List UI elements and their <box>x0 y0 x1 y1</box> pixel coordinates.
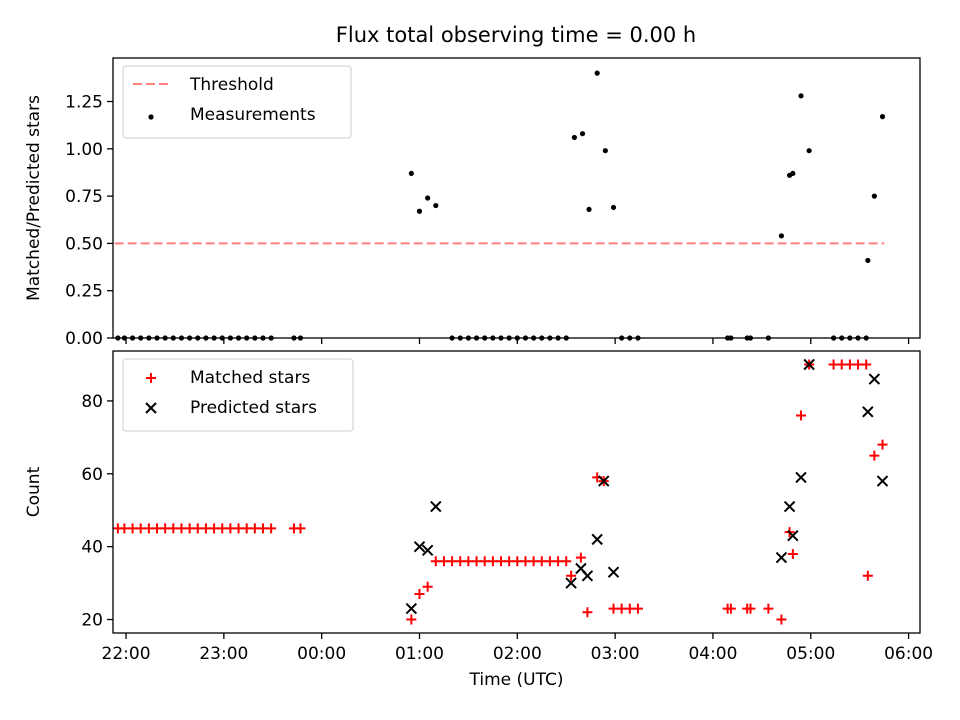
legend-box <box>122 65 352 139</box>
matched-star-point <box>414 589 425 600</box>
y-tick-label: 0.75 <box>65 187 103 207</box>
measurement-point <box>594 70 600 76</box>
x-axis-label: Time (UTC) <box>469 670 564 690</box>
matched-star-point <box>869 450 880 461</box>
matched-star-point <box>561 556 572 567</box>
plot-frame <box>112 350 921 634</box>
legend-predicted-marker <box>145 402 157 414</box>
matched-star-point <box>861 359 872 370</box>
matched-star-point <box>745 603 756 614</box>
x-tick-label: 06:00 <box>884 644 933 664</box>
predicted-star-point <box>795 471 807 484</box>
legend-label: Matched stars <box>190 368 310 388</box>
matched-star-point <box>725 603 736 614</box>
predicted-star-point <box>430 500 442 513</box>
y-tick-label: 20 <box>81 611 103 631</box>
y-tick-label: 40 <box>81 538 103 558</box>
matched-star-point <box>566 570 577 581</box>
chart-title: Flux total observing time = 0.00 h <box>336 23 696 47</box>
y-tick-label: 1.25 <box>65 93 103 113</box>
matched-star-point <box>406 614 417 625</box>
x-tick-label: 22:00 <box>102 644 151 664</box>
matched-star-point <box>776 614 787 625</box>
matched-star-point <box>266 523 277 534</box>
predicted-star-point <box>803 358 815 371</box>
legend-label: Measurements <box>190 105 316 125</box>
measurement-point <box>610 204 617 211</box>
y-tick-label: 1.00 <box>65 140 103 160</box>
predicted-star-point <box>876 475 889 487</box>
predicted-star-point <box>783 500 796 513</box>
measurement-point <box>433 202 439 209</box>
predicted-star-point <box>787 530 799 542</box>
legend: Matched stars Predicted stars <box>122 358 354 432</box>
x-tick-label: 03:00 <box>591 644 640 664</box>
legend-label: Threshold <box>189 75 274 95</box>
y-tick-label: 0.50 <box>65 234 103 254</box>
top-panel: 0.00 0.25 0.50 0.75 1.00 1.25 Matched/Predicte… <box>24 57 921 349</box>
predicted-star-point <box>413 540 426 553</box>
x-tick-label: 04:00 <box>688 644 737 664</box>
measurement-point <box>408 170 414 177</box>
measurement-point <box>571 134 577 141</box>
measurement-point <box>879 114 886 120</box>
measurement-point <box>871 193 877 199</box>
measurement-point <box>806 148 812 154</box>
predicted-star-point <box>591 533 603 546</box>
legend-box <box>122 358 354 432</box>
predicted-star-point <box>598 475 610 487</box>
matched-star-point <box>877 439 888 450</box>
predicted-star-point <box>581 570 594 582</box>
measurement-point <box>798 93 804 99</box>
y-axis-label: Matched/Predicted stars <box>24 95 44 301</box>
measurement-point <box>586 206 592 212</box>
matched-star-point <box>295 523 306 534</box>
predicted-star-point <box>775 551 788 564</box>
measurement-point <box>778 233 785 239</box>
x-tick-label: 23:00 <box>199 644 248 664</box>
legend-label: Predicted stars <box>190 398 317 418</box>
y-tick-label: 0.00 <box>65 329 103 349</box>
predicted-star-point <box>565 577 577 589</box>
y-axis-label: Count <box>24 466 44 517</box>
matched-star-point <box>862 570 873 581</box>
measurement-point <box>865 257 871 264</box>
x-tick-label: 01:00 <box>395 644 444 664</box>
legend-matched-marker <box>146 373 156 383</box>
legend-measurement-marker <box>148 114 154 120</box>
y-tick-label: 0.25 <box>65 282 103 302</box>
predicted-star-point <box>405 602 418 615</box>
matched-star-point <box>575 552 586 563</box>
predicted-star-point <box>862 406 874 418</box>
matched-star-point <box>763 603 774 614</box>
measurement-point <box>579 131 586 137</box>
measurement-point <box>790 170 796 177</box>
predicted-star-point <box>607 566 620 578</box>
y-tick-label: 80 <box>81 392 103 412</box>
matched-star-point <box>795 410 806 421</box>
predicted-star-point <box>868 373 881 385</box>
measurement-point <box>602 148 608 154</box>
x-tick-label: 05:00 <box>786 644 835 664</box>
legend: Threshold Measurements <box>122 65 352 139</box>
predicted-star-point <box>421 544 434 557</box>
matched-star-point <box>582 607 593 618</box>
y-tick-label: 60 <box>81 465 103 485</box>
measurement-point <box>425 195 431 201</box>
x-tick-label: 00:00 <box>297 644 346 664</box>
matched-star-point <box>422 581 433 592</box>
bottom-panel: 22:00 23:00 00:00 01:00 02:00 03:00 04:00 05:00… <box>24 350 933 690</box>
plot-frame <box>112 57 921 339</box>
matched-star-point <box>787 548 798 559</box>
matched-star-point <box>632 603 643 614</box>
x-tick-label: 02:00 <box>493 644 542 664</box>
measurement-point <box>416 208 423 214</box>
